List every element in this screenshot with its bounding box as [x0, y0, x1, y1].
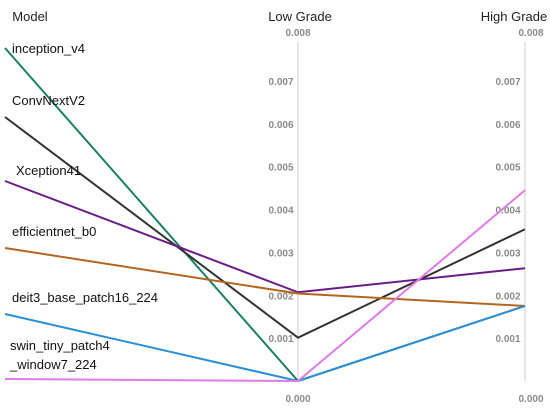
- tick-label-high: 0.002: [495, 291, 520, 302]
- tick-label-low: 0.000: [285, 394, 310, 405]
- series-line-swin-tiny-patch4-window7-224: [4, 189, 526, 383]
- model-label-efficientnet-b0: efficientnet_b0: [12, 224, 96, 239]
- model-label-swin-tiny-patch4-window7-224: swin_tiny_patch4: [10, 338, 110, 353]
- axis-title-high-grade: High Grade: [481, 9, 547, 24]
- tick-label-low: 0.008: [285, 28, 310, 39]
- model-label-convnextv2: ConvNextV2: [12, 93, 85, 108]
- model-label-swin-tiny-patch4-window7-224: _window7_224: [9, 357, 97, 372]
- tick-label-low: 0.001: [268, 334, 293, 345]
- series-line-efficientnet-b0: [4, 247, 526, 307]
- series-line-xception41: [4, 180, 526, 294]
- model-label-deit3-base-patch16-224: deit3_base_patch16_224: [12, 290, 158, 305]
- model-label-inception-v4: inception_v4: [12, 41, 85, 56]
- tick-labels: 0.000 0.000 0.001 0.001 0.002 0.002 0.003 0.003…: [268, 28, 543, 405]
- tick-label-high: 0.001: [495, 334, 520, 345]
- series-line-convnextv2: [4, 116, 526, 339]
- tick-label-high: 0.006: [495, 120, 520, 131]
- tick-label-high: 0.004: [495, 206, 520, 217]
- tick-label-low: 0.006: [268, 120, 293, 131]
- tick-label-low: 0.005: [268, 163, 293, 174]
- tick-label-high: 0.005: [495, 163, 520, 174]
- axis-title-model: Model: [12, 9, 48, 24]
- axis-title-low-grade: Low Grade: [268, 9, 332, 24]
- series-lines: [4, 47, 526, 383]
- model-label-xception41: Xception41: [16, 163, 81, 178]
- tick-label-low: 0.004: [268, 206, 293, 217]
- tick-label-high: 0.008: [518, 28, 543, 39]
- tick-label-low: 0.007: [268, 77, 293, 88]
- tick-label-low: 0.002: [268, 291, 293, 302]
- tick-label-low: 0.003: [268, 248, 293, 259]
- model-labels: inception_v4 ConvNextV2 Xception41 efficien…: [9, 41, 158, 372]
- tick-label-high: 0.007: [495, 77, 520, 88]
- tick-label-high: 0.000: [518, 394, 543, 405]
- tick-label-high: 0.003: [495, 248, 520, 259]
